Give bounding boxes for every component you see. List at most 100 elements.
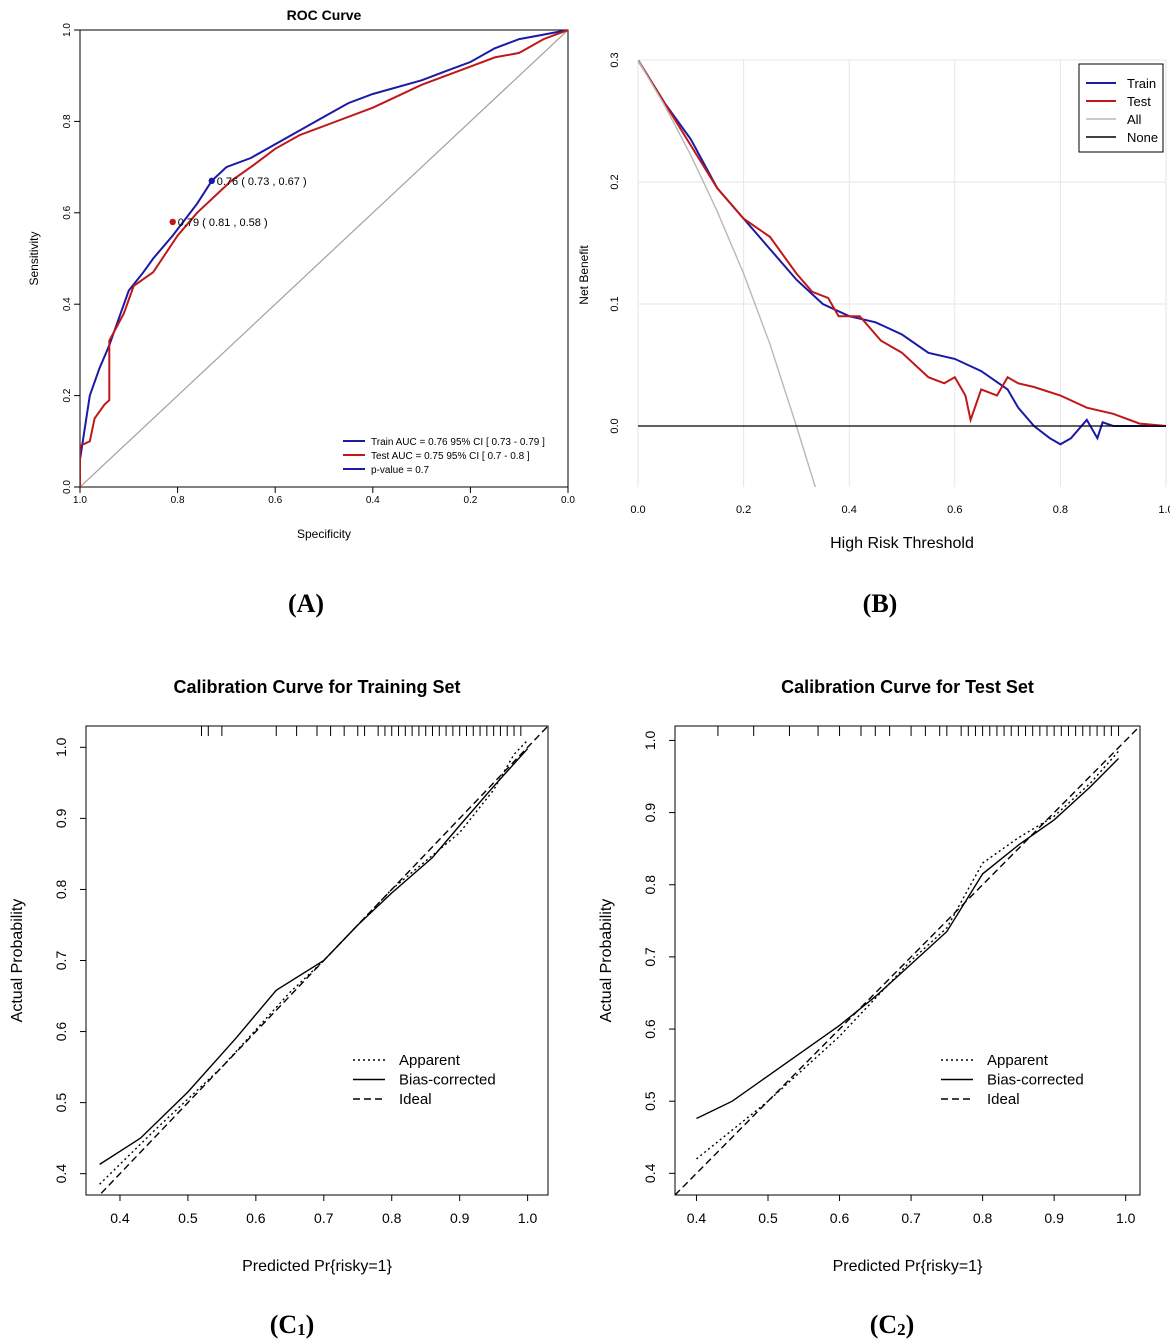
x-tick-label: 0.6 [947, 504, 962, 516]
cal_test-plot-area [675, 726, 1140, 1195]
y-tick-label: 0.4 [53, 1164, 69, 1184]
legend-label: Ideal [987, 1091, 1020, 1108]
dca-plot-area [638, 60, 1166, 487]
y-tick-label: 0.6 [62, 205, 73, 219]
legend-label: Test [1127, 94, 1151, 109]
dca-x-axis-label: High Risk Threshold [830, 535, 974, 552]
y-tick-label: 0.5 [53, 1093, 69, 1113]
roc-x-axis-label: Specificity [297, 527, 351, 541]
roc-frame [79, 29, 569, 488]
legend-label: None [1127, 130, 1158, 145]
x-tick-label: 0.4 [842, 504, 857, 516]
roc-plot-area [80, 30, 568, 487]
panel-label-c2-sub: 2 [897, 1320, 906, 1339]
y-tick-label: 0.1 [609, 296, 621, 311]
y-tick-label: 0.4 [642, 1163, 658, 1183]
cal_train-title: Calibration Curve for Training Set [173, 677, 460, 697]
roc-reference-diagonal [80, 30, 568, 487]
panel-label-b: (B) [863, 589, 898, 618]
legend-label: Bias-corrected [399, 1072, 496, 1089]
x-tick-label: 0.6 [268, 495, 282, 506]
legend-label: Train AUC = 0.76 95% CI [ 0.73 - 0.79 ] [371, 437, 545, 448]
x-tick-label: 0.6 [830, 1210, 850, 1226]
cal_test-y-axis-label: Actual Probability [598, 899, 615, 1023]
x-tick-label: 1.0 [73, 495, 87, 506]
x-tick-label: 0.7 [314, 1210, 334, 1226]
y-tick-label: 0.6 [53, 1022, 69, 1042]
cal_test-frame [674, 725, 1141, 1196]
y-tick-label: 0.0 [609, 418, 621, 433]
x-tick-label: 0.6 [246, 1210, 266, 1226]
y-tick-label: 0.6 [642, 1019, 658, 1039]
y-tick-label: 0.4 [62, 297, 73, 311]
x-tick-label: 0.7 [901, 1210, 921, 1226]
calibration-train-panel: 0.4 0.5 0.6 0.7 0.8 0.9 1.0 0.4 0.5 0.6 0.7 0.8 0.9 1… [9, 677, 549, 1275]
y-tick-label: 1.0 [53, 737, 69, 757]
cal_train-plot-area [98, 726, 548, 1195]
y-tick-label: 0.2 [609, 174, 621, 189]
roc-cutoff-label: 0.79 ( 0.81 , 0.58 ) [178, 217, 268, 229]
y-tick-label: 0.8 [642, 875, 658, 895]
series-line-all [638, 60, 817, 487]
x-tick-label: 0.8 [1053, 504, 1068, 516]
roc-cutoff-point [169, 218, 176, 226]
series-line-ideal [98, 726, 548, 1195]
cal_train-y-axis-label: Actual Probability [9, 899, 26, 1023]
y-tick-label: 0.0 [62, 480, 73, 494]
series-line-apparent [696, 750, 1120, 1160]
roc-y-axis-label: Sensitivity [27, 231, 41, 285]
legend-label: Train [1127, 76, 1156, 91]
x-tick-label: 0.4 [366, 495, 380, 506]
x-tick-label: 0.8 [171, 495, 185, 506]
roc-title: ROC Curve [287, 7, 362, 23]
cal_train-x-axis-label: Predicted Pr{risky=1} [242, 1258, 393, 1275]
y-tick-label: 0.9 [642, 803, 658, 823]
series-line-bias-corrected [99, 748, 529, 1165]
panel-label-c1: (C1) [270, 1310, 315, 1339]
series-line-ideal [675, 726, 1140, 1195]
x-tick-label: 1.0 [1116, 1210, 1136, 1226]
legend-label: Bias-corrected [987, 1072, 1084, 1089]
legend-label: All [1127, 112, 1142, 127]
legend-label: Ideal [399, 1091, 432, 1108]
panel-label-c1-main: (C [270, 1310, 297, 1339]
cal_test-x-axis-label: Predicted Pr{risky=1} [833, 1258, 984, 1275]
panel-label-c1-close: ) [306, 1310, 315, 1339]
series-line-test [638, 60, 1166, 427]
legend-label: p-value = 0.7 [371, 465, 430, 476]
x-tick-label: 0.9 [1044, 1210, 1064, 1226]
calibration-test-panel: 0.4 0.5 0.6 0.7 0.8 0.9 1.0 0.4 0.5 0.6 0.7 0.8 0.9 1… [598, 677, 1141, 1275]
y-tick-label: 0.3 [609, 52, 621, 67]
series-line-train [80, 30, 568, 487]
roc-cutoff-label: 0.76 ( 0.73 , 0.67 ) [217, 176, 307, 188]
cal_test-title: Calibration Curve for Test Set [781, 677, 1034, 697]
x-tick-label: 0.4 [110, 1210, 130, 1226]
panel-label-c2-main: (C [870, 1310, 897, 1339]
panel-label-c1-sub: 1 [297, 1320, 306, 1339]
x-tick-label: 0.2 [463, 495, 477, 506]
y-tick-label: 0.9 [53, 808, 69, 828]
y-tick-label: 0.8 [62, 114, 73, 128]
panel-label-c2-close: ) [906, 1310, 915, 1339]
x-tick-label: 0.0 [561, 495, 575, 506]
x-tick-label: 0.8 [382, 1210, 402, 1226]
y-tick-label: 0.2 [62, 388, 73, 402]
y-tick-label: 0.7 [642, 947, 658, 967]
x-tick-label: 0.5 [758, 1210, 778, 1226]
y-tick-label: 0.7 [53, 951, 69, 971]
legend-label: Apparent [399, 1052, 461, 1069]
x-tick-label: 0.5 [178, 1210, 198, 1226]
series-line-test [80, 30, 568, 487]
y-tick-label: 1.0 [642, 730, 658, 750]
y-tick-label: 0.5 [642, 1091, 658, 1111]
x-tick-label: 1.0 [518, 1210, 538, 1226]
series-line-bias-corrected [696, 758, 1119, 1120]
roc-cutoff-point [208, 177, 215, 185]
x-tick-label: 0.8 [973, 1210, 993, 1226]
x-tick-label: 0.4 [687, 1210, 707, 1226]
legend-label: Apparent [987, 1052, 1049, 1069]
y-tick-label: 1.0 [62, 23, 73, 37]
x-tick-label: 0.9 [450, 1210, 470, 1226]
panel-label-a: (A) [288, 589, 324, 618]
legend-label: Test AUC = 0.75 95% CI [ 0.7 - 0.8 ] [371, 451, 530, 462]
